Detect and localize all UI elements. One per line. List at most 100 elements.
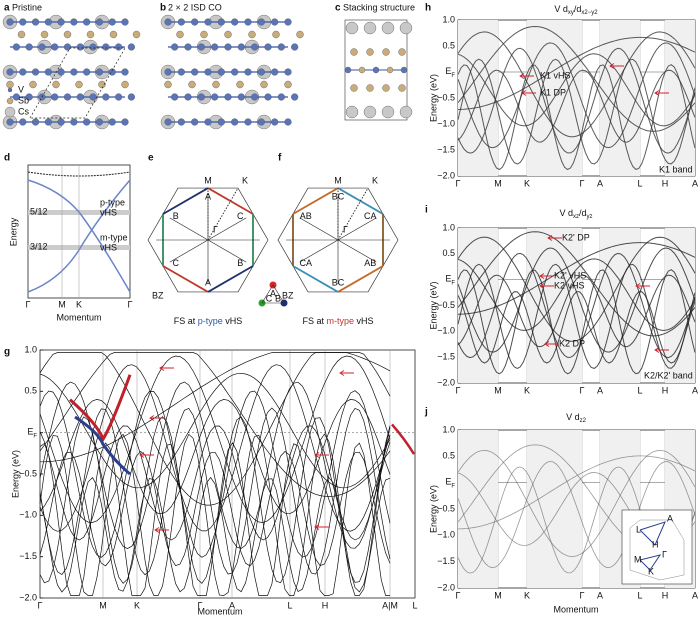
atom	[164, 18, 172, 26]
band-curve	[457, 64, 696, 171]
inset-label: M	[634, 554, 642, 564]
y-tick-label: −1.5	[437, 144, 455, 154]
atom	[271, 118, 279, 126]
atom	[164, 118, 172, 126]
inset-bz	[629, 519, 685, 581]
arrow	[654, 90, 669, 96]
atom	[19, 68, 27, 76]
atom	[95, 68, 104, 76]
bz	[277, 187, 399, 293]
band-curve	[457, 242, 696, 315]
x-tick-label: L	[637, 178, 642, 188]
atom	[63, 93, 72, 101]
title-part: V d	[559, 208, 573, 218]
band-curve	[40, 352, 391, 463]
annotation: K1 DP	[540, 87, 566, 97]
atom	[291, 93, 299, 101]
y-tick-label: EF	[27, 427, 37, 439]
atom	[350, 84, 358, 92]
panel-title: V dxz/dyz	[559, 208, 592, 219]
atom	[57, 118, 65, 126]
atom	[398, 48, 406, 56]
atom	[284, 80, 292, 89]
atom	[251, 93, 259, 101]
atom	[244, 68, 252, 76]
y-tick-label: 0.5	[442, 40, 455, 50]
band-curve	[457, 58, 696, 165]
x-tick-label: Γ	[198, 600, 203, 610]
shade	[527, 228, 582, 383]
atom	[399, 105, 413, 119]
atom	[83, 68, 91, 76]
annotation: K2 DP	[559, 338, 585, 348]
atom	[271, 68, 279, 76]
atom	[12, 43, 20, 51]
tick-main: E	[445, 274, 451, 284]
atom	[25, 93, 33, 101]
atom	[25, 43, 33, 51]
axis-title: Energy (eV)	[428, 281, 438, 329]
atom	[204, 118, 212, 126]
x-tick-label: A	[692, 385, 698, 395]
atom	[231, 118, 239, 126]
atom	[44, 18, 52, 26]
patch-label: BC	[332, 277, 345, 287]
atom	[191, 118, 199, 126]
panel-label: d	[4, 153, 10, 164]
atom	[284, 68, 292, 76]
x-tick-label: L	[287, 600, 292, 610]
atom	[76, 93, 84, 101]
y-tick-label: −1.0	[437, 118, 455, 128]
vhs-label: vHS	[100, 207, 117, 217]
atom	[248, 30, 256, 39]
axis-title: Momentum	[56, 312, 101, 322]
atom	[171, 43, 179, 51]
atom	[4, 106, 16, 118]
atom	[231, 18, 239, 26]
atom	[44, 68, 52, 76]
patch-label: C	[237, 211, 244, 221]
patch-label: B	[237, 258, 243, 268]
atom	[244, 18, 252, 26]
atom	[6, 118, 14, 126]
y-tick-label: −0.5	[437, 503, 455, 513]
atom	[381, 105, 395, 119]
atom	[345, 21, 359, 35]
tick-main: E	[27, 427, 33, 437]
x-tick-label: M	[99, 600, 107, 610]
atom	[271, 18, 279, 26]
atom	[19, 118, 27, 126]
atom	[52, 80, 60, 89]
atom	[83, 118, 91, 126]
atom	[191, 68, 199, 76]
orbital-red	[69, 374, 132, 443]
atom	[177, 118, 185, 126]
atom	[217, 18, 225, 26]
shade	[600, 228, 640, 383]
atom	[75, 80, 83, 89]
arrow	[654, 347, 669, 353]
atom	[363, 21, 377, 35]
fermi-surface	[162, 187, 209, 215]
atom	[109, 30, 118, 39]
atom	[264, 43, 272, 51]
x-tick-label: K	[76, 299, 82, 309]
atom	[251, 43, 259, 51]
atom	[231, 68, 239, 76]
atom	[197, 43, 205, 51]
x-tick-label: Γ	[128, 299, 133, 309]
x-tick-label: L	[637, 590, 642, 600]
atom	[121, 80, 129, 89]
y-tick-label: 1.0	[442, 424, 455, 434]
atom	[264, 93, 272, 101]
inset-path	[639, 521, 666, 571]
inset-label: K	[648, 566, 654, 576]
x-tick-label: M	[58, 299, 66, 309]
atom	[224, 43, 232, 51]
fermi-surface	[337, 187, 384, 215]
atom	[6, 80, 14, 89]
panel-title: 2 × 2 ISD CO	[168, 2, 222, 12]
fermi-surface	[292, 265, 339, 293]
band-curve	[457, 291, 696, 364]
title-part: yz	[587, 214, 593, 220]
